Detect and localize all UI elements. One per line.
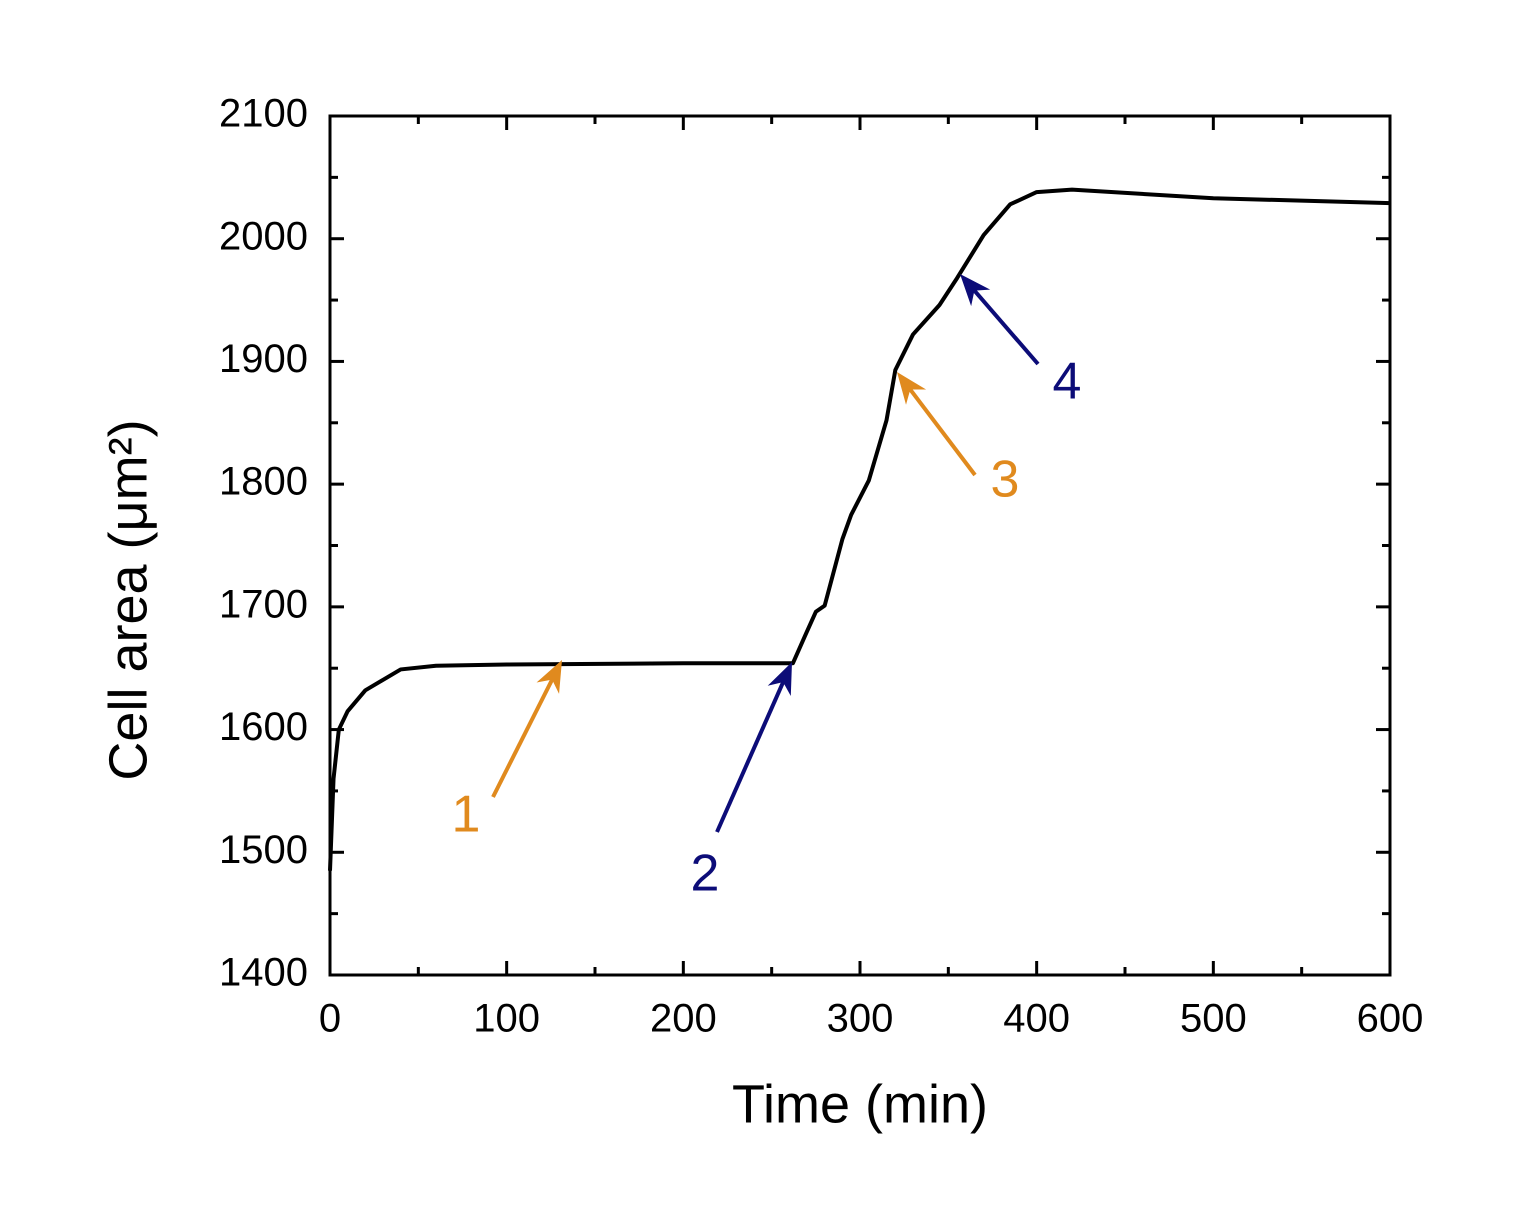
plot-frame <box>328 114 1392 977</box>
y-tick-label: 1600 <box>219 705 308 749</box>
x-tick-label: 300 <box>827 997 894 1041</box>
x-tick-label: 400 <box>1003 997 1070 1041</box>
y-tick-label: 1900 <box>219 337 308 381</box>
x-tick-label: 600 <box>1357 997 1424 1041</box>
annotation-label: 3 <box>991 451 1020 509</box>
annotation-label: 1 <box>452 786 481 844</box>
annotation-arrowhead <box>536 660 562 694</box>
annotation-arrowhead <box>897 372 927 405</box>
x-tick-label: 500 <box>1180 997 1247 1041</box>
data-line <box>328 187 1391 871</box>
y-tick-label: 1700 <box>219 582 308 626</box>
annotation-arrow <box>491 676 555 798</box>
annotation-arrow <box>715 679 786 833</box>
annotation-arrowhead <box>960 274 991 307</box>
annotation-arrow <box>907 386 977 477</box>
annotation-arrowhead <box>767 662 792 696</box>
y-tick-label: 1800 <box>219 460 308 504</box>
x-tick-label: 100 <box>473 997 540 1041</box>
y-tick-label: 1400 <box>219 951 308 995</box>
y-axis-label: Cell area (μm²) <box>98 419 158 780</box>
annotation-label: 2 <box>691 845 720 903</box>
annotation-label: 4 <box>1053 353 1082 411</box>
x-tick-label: 200 <box>650 997 717 1041</box>
y-tick-label: 2100 <box>219 92 308 136</box>
x-axis-label: Time (min) <box>732 1074 988 1134</box>
x-tick-label: 0 <box>319 997 341 1041</box>
y-tick-label: 1500 <box>219 828 308 872</box>
y-tick-label: 2000 <box>219 214 308 258</box>
annotation-arrow <box>971 287 1040 366</box>
